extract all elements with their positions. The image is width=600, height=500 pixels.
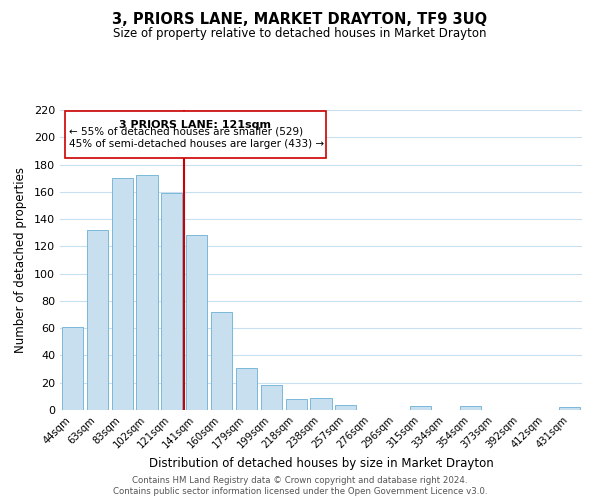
- Text: Contains HM Land Registry data © Crown copyright and database right 2024.: Contains HM Land Registry data © Crown c…: [132, 476, 468, 485]
- Bar: [211, 312, 232, 410]
- Bar: [236, 368, 257, 410]
- Text: Contains public sector information licensed under the Open Government Licence v3: Contains public sector information licen…: [113, 487, 487, 496]
- Text: 3 PRIORS LANE: 121sqm: 3 PRIORS LANE: 121sqm: [119, 120, 271, 130]
- Text: ← 55% of detached houses are smaller (529): ← 55% of detached houses are smaller (52…: [69, 126, 303, 136]
- X-axis label: Distribution of detached houses by size in Market Drayton: Distribution of detached houses by size …: [149, 458, 493, 470]
- Text: 3, PRIORS LANE, MARKET DRAYTON, TF9 3UQ: 3, PRIORS LANE, MARKET DRAYTON, TF9 3UQ: [112, 12, 488, 28]
- Bar: [62, 327, 83, 410]
- Bar: [410, 406, 431, 410]
- Bar: [559, 408, 580, 410]
- Bar: [310, 398, 332, 410]
- Bar: [261, 386, 282, 410]
- Bar: [286, 399, 307, 410]
- Bar: [161, 193, 182, 410]
- Bar: [87, 230, 108, 410]
- Text: Size of property relative to detached houses in Market Drayton: Size of property relative to detached ho…: [113, 28, 487, 40]
- Bar: [460, 406, 481, 410]
- Bar: [112, 178, 133, 410]
- Text: 45% of semi-detached houses are larger (433) →: 45% of semi-detached houses are larger (…: [69, 138, 324, 148]
- Bar: [136, 176, 158, 410]
- Bar: [335, 404, 356, 410]
- Bar: [186, 236, 207, 410]
- Bar: [65, 112, 326, 158]
- Y-axis label: Number of detached properties: Number of detached properties: [14, 167, 27, 353]
